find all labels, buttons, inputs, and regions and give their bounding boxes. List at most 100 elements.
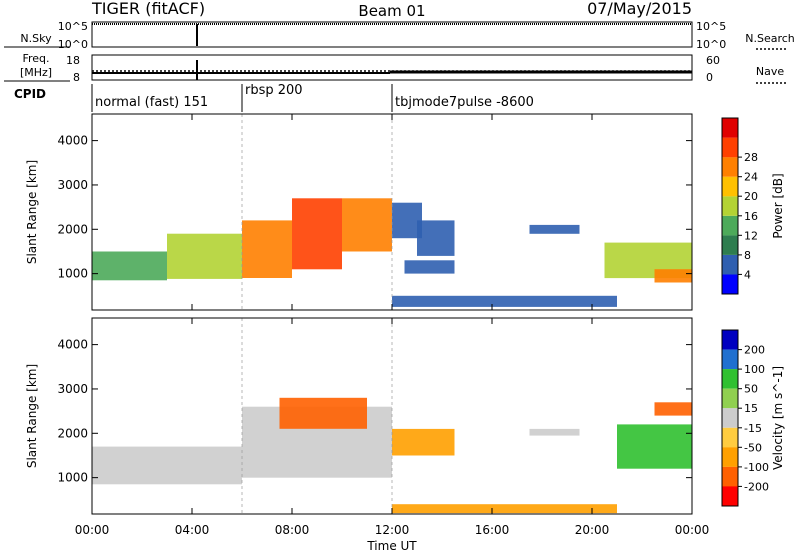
power-ytick-label-1: 2000 xyxy=(57,222,88,236)
power-panel: 1000 2000 3000 4000 Slant Range [km] xyxy=(25,113,693,311)
velocity-band-5 xyxy=(529,428,580,436)
velocity-colorbar-cell-3 xyxy=(722,388,738,409)
power-colorbar-cell-3 xyxy=(722,215,738,236)
sky-right-tick-bottom: 10^0 xyxy=(696,38,726,51)
power-colorbar-cell-1 xyxy=(722,254,738,275)
velocity-colorbar: 200 100 50 15 -15 -50 -100 -200 Velocity [m s^-… xyxy=(721,329,785,507)
velocity-colorbar-cell-2 xyxy=(722,369,738,389)
title-date: 07/May/2015 xyxy=(587,0,692,18)
velocity-colorbar-cells xyxy=(722,330,738,506)
power-band-1 xyxy=(167,233,242,279)
velocity-colorbar-cell-7 xyxy=(722,466,738,487)
xtick-label-4: 16:00 xyxy=(475,523,510,537)
velocity-colorbar-tick-label-7: -200 xyxy=(744,480,769,493)
velocity-band-0 xyxy=(92,446,242,485)
velocity-colorbar-cell-6 xyxy=(722,447,738,467)
freq-right-tick-top: 60 xyxy=(706,54,720,67)
freq-right-tick-bottom: 0 xyxy=(706,71,713,84)
power-data-layer xyxy=(92,198,692,307)
velocity-colorbar-tick-label-2: 50 xyxy=(744,383,758,396)
power-band-11 xyxy=(654,269,692,283)
power-colorbar-cells xyxy=(722,118,738,294)
time-axis: 00:00 04:00 08:00 12:00 16:00 20:00 00:00 xyxy=(75,114,710,537)
cpid-mode-1: normal (fast) 151 xyxy=(95,95,208,110)
power-colorbar: 4 8 12 16 20 24 28 Power [dB] xyxy=(721,117,785,295)
sky-panel-frame xyxy=(91,21,693,48)
sky-left-tick-top: 10^5 xyxy=(58,20,88,33)
power-colorbar-ticks: 4 8 12 16 20 24 28 xyxy=(738,151,758,281)
velocity-colorbar-tick-label-3: 15 xyxy=(744,402,758,415)
power-ytick-label-0: 1000 xyxy=(57,267,88,281)
power-y-axis: 1000 2000 3000 4000 xyxy=(57,134,692,281)
freq-panel: Freq. [MHz] 18 8 60 0 Nave xyxy=(4,52,786,84)
cpid-row: CPID normal (fast) 151 rbsp 200 tbjmode7… xyxy=(14,83,534,112)
time-axis-label: Time UT xyxy=(366,539,417,553)
velocity-colorbar-cell-0 xyxy=(722,330,738,350)
velocity-colorbar-cell-1 xyxy=(722,349,738,370)
power-colorbar-cell-2 xyxy=(722,235,738,255)
power-colorbar-cell-7 xyxy=(722,137,738,158)
velocity-ytick-label-0: 1000 xyxy=(57,471,88,485)
freq-left-tick-top: 18 xyxy=(66,54,80,67)
xtick-label-5: 20:00 xyxy=(575,523,610,537)
velocity-band-3 xyxy=(392,428,455,456)
power-band-4 xyxy=(342,198,392,252)
velocity-data-layer xyxy=(92,397,692,514)
velocity-colorbar-frame xyxy=(721,329,739,507)
power-y-axis-label: Slant Range [km] xyxy=(25,160,39,264)
power-colorbar-cell-5 xyxy=(722,176,738,197)
cpid-label: CPID xyxy=(14,87,46,101)
power-colorbar-tick-label-0: 4 xyxy=(744,268,751,281)
power-band-2 xyxy=(242,220,292,278)
velocity-colorbar-cell-5 xyxy=(722,427,738,448)
sky-left-tick-bottom: 10^0 xyxy=(58,38,88,51)
velocity-colorbar-cell-8 xyxy=(722,486,738,506)
velocity-colorbar-tick-label-5: -50 xyxy=(744,441,762,454)
velocity-band-4 xyxy=(392,504,617,514)
sky-right-tick-top: 10^5 xyxy=(696,20,726,33)
freq-right-label: Nave xyxy=(756,65,784,78)
freq-left-label-2: [MHz] xyxy=(20,66,52,79)
power-colorbar-tick-label-5: 24 xyxy=(744,171,758,184)
power-colorbar-tick-label-6: 28 xyxy=(744,151,758,164)
power-colorbar-frame xyxy=(721,117,739,295)
cpid-mode-2: rbsp 200 xyxy=(245,83,303,98)
power-band-7 xyxy=(417,220,455,256)
power-ytick-label-3: 4000 xyxy=(57,134,88,148)
velocity-y-axis-label: Slant Range [km] xyxy=(25,364,39,468)
sky-right-label: N.Search xyxy=(745,32,795,45)
power-band-8 xyxy=(392,295,617,307)
velocity-colorbar-label: Velocity [m s^-1] xyxy=(771,366,785,470)
title-radar: TIGER (fitACF) xyxy=(91,0,205,18)
velocity-colorbar-ticks: 200 100 50 15 -15 -50 -100 -200 xyxy=(738,344,769,493)
velocity-panel: 1000 2000 3000 4000 Slant Range [km] xyxy=(25,317,693,515)
velocity-ytick-label-2: 3000 xyxy=(57,382,88,396)
title-beam: Beam 01 xyxy=(358,2,425,20)
velocity-ytick-label-1: 2000 xyxy=(57,426,88,440)
power-colorbar-tick-label-3: 16 xyxy=(744,210,758,223)
power-band-6 xyxy=(404,260,455,274)
power-colorbar-cell-8 xyxy=(722,118,738,138)
velocity-band-7 xyxy=(654,402,692,416)
power-colorbar-cell-0 xyxy=(722,274,738,294)
cpid-mode-3: tbjmode7pulse -8600 xyxy=(395,95,534,110)
sky-left-label: N.Sky xyxy=(20,32,52,45)
xtick-label-0: 00:00 xyxy=(75,523,110,537)
freq-left-label-1: Freq. xyxy=(22,52,49,65)
xtick-label-2: 08:00 xyxy=(275,523,310,537)
velocity-band-2 xyxy=(279,397,367,429)
xtick-label-3: 12:00 xyxy=(375,523,410,537)
power-colorbar-tick-label-1: 8 xyxy=(744,249,751,262)
xtick-label-6: 00:00 xyxy=(675,523,710,537)
power-colorbar-label: Power [dB] xyxy=(771,173,785,238)
power-colorbar-tick-label-2: 12 xyxy=(744,229,758,242)
velocity-colorbar-cell-4 xyxy=(722,408,738,428)
power-colorbar-cell-4 xyxy=(722,196,738,216)
velocity-ytick-label-3: 4000 xyxy=(57,338,88,352)
velocity-y-axis: 1000 2000 3000 4000 xyxy=(57,338,692,485)
velocity-colorbar-tick-label-1: 100 xyxy=(744,363,765,376)
power-band-9 xyxy=(529,224,580,234)
power-colorbar-tick-label-4: 20 xyxy=(744,190,758,203)
sky-panel: N.Sky 10^5 10^0 10^5 10^0 N.Search xyxy=(4,20,795,51)
